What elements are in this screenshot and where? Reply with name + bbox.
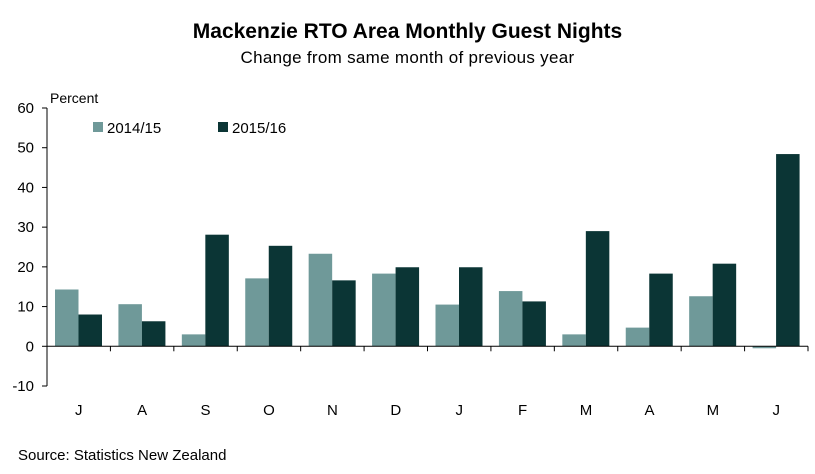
x-tick-label: J xyxy=(455,402,463,419)
y-tick-label: 50 xyxy=(17,140,34,157)
x-tick-label: D xyxy=(390,402,401,419)
bar-2015-16 xyxy=(141,321,166,347)
bar-2014-15 xyxy=(562,334,586,347)
x-tick-label: N xyxy=(327,402,338,419)
x-tick-label: M xyxy=(707,402,720,419)
legend-swatch xyxy=(93,122,103,132)
bar-2014-15 xyxy=(118,304,142,347)
bar-2014-15 xyxy=(498,291,523,347)
bar-2014-15 xyxy=(752,346,777,349)
x-tick-label: A xyxy=(644,402,654,419)
bar-2015-16 xyxy=(459,267,483,347)
bar-2015-16 xyxy=(268,245,293,347)
bar-2015-16 xyxy=(522,301,546,347)
y-tick-label: 0 xyxy=(26,338,34,355)
y-tick-label: 60 xyxy=(17,100,34,117)
bars-group xyxy=(55,154,800,349)
bar-2014-15 xyxy=(181,334,206,347)
legend-swatch xyxy=(218,122,228,132)
bar-2014-15 xyxy=(689,296,713,347)
bar-2015-16 xyxy=(585,231,610,347)
bar-2014-15 xyxy=(308,253,333,347)
y-tick-label: 40 xyxy=(17,179,34,196)
x-tick-label: S xyxy=(201,402,211,419)
legend: 2014/15 2015/16 xyxy=(93,120,286,137)
x-tick-label: A xyxy=(137,402,147,419)
y-tick-label: 30 xyxy=(17,219,34,236)
legend-label: 2014/15 xyxy=(107,120,161,137)
bar-2015-16 xyxy=(78,314,102,347)
chart-title: Mackenzie RTO Area Monthly Guest Nights xyxy=(192,20,623,43)
x-tick-label: J xyxy=(773,402,781,419)
y-axis-label: Percent xyxy=(50,90,98,106)
bar-2014-15 xyxy=(245,278,269,347)
bar-2014-15 xyxy=(625,327,650,347)
bar-2015-16 xyxy=(395,267,420,347)
source-note: Source: Statistics New Zealand xyxy=(18,447,227,464)
x-tick-label: J xyxy=(75,402,83,419)
y-tick-label: 20 xyxy=(17,259,34,276)
x-tick-label: M xyxy=(580,402,593,419)
bar-2014-15 xyxy=(55,289,79,347)
bar-2015-16 xyxy=(649,273,673,347)
legend-label: 2015/16 xyxy=(232,120,286,137)
chart-subtitle: Change from same month of previous year xyxy=(240,48,575,67)
x-tick-label: O xyxy=(263,402,275,419)
bar-2015-16 xyxy=(776,154,800,347)
x-tick-label: F xyxy=(518,402,527,419)
bar-2014-15 xyxy=(435,304,459,347)
axes-group: -10 0 10 20 30 40 50 60 J A S O N D J F M A M J xyxy=(12,100,809,419)
bar-2015-16 xyxy=(712,263,737,347)
y-tick-label: -10 xyxy=(12,378,34,395)
y-tick-label: 10 xyxy=(17,299,34,316)
bar-2015-16 xyxy=(332,280,356,347)
bar-2015-16 xyxy=(205,234,229,347)
bar-2014-15 xyxy=(372,273,396,347)
